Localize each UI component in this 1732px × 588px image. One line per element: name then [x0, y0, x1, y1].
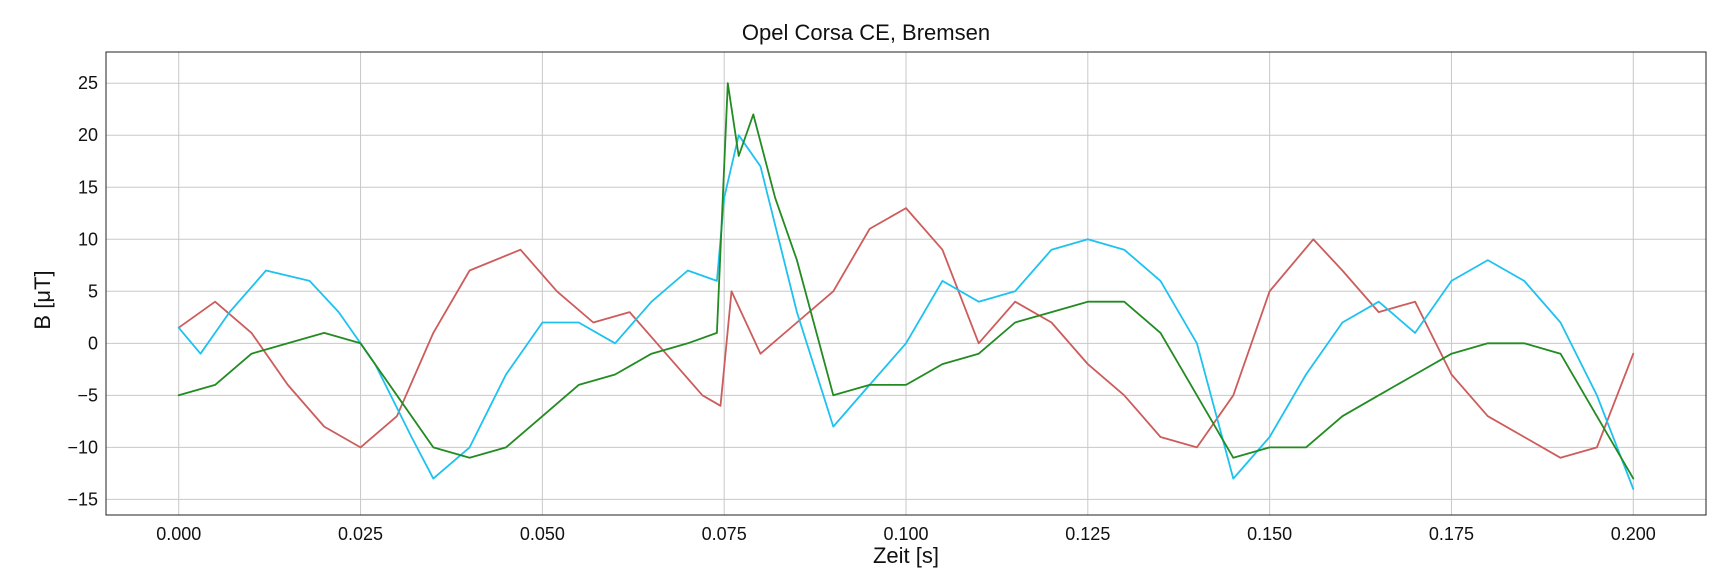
y-tick-labels: −15 −10 −5 0 5 10 15 20 25 — [67, 73, 98, 509]
x-tick-label: 0.175 — [1429, 524, 1474, 544]
x-tick-label: 0.050 — [520, 524, 565, 544]
y-tick-label: 0 — [88, 333, 98, 353]
chart-title: Opel Corsa CE, Bremsen — [742, 20, 990, 45]
y-tick-label: 5 — [88, 281, 98, 301]
x-axis-label: Zeit [s] — [873, 543, 939, 568]
series-line-1 — [177, 207, 1635, 459]
plot-frame — [105, 51, 1707, 516]
grid — [106, 52, 1706, 515]
x-tick-label: 0.100 — [883, 524, 928, 544]
y-tick-label: 15 — [78, 177, 98, 197]
y-tick-label: −5 — [77, 385, 98, 405]
x-tick-label: 0.025 — [338, 524, 383, 544]
x-tick-label: 0.125 — [1065, 524, 1110, 544]
x-tick-labels: 0.000 0.025 0.050 0.075 0.100 0.125 0.150 0.175… — [156, 524, 1656, 544]
y-axis-label: B [μT] — [30, 270, 55, 329]
y-tick-label: 10 — [78, 229, 98, 249]
x-tick-label: 0.200 — [1611, 524, 1656, 544]
series-layer — [177, 82, 1635, 490]
y-tick-label: 25 — [78, 73, 98, 93]
series-line-2 — [177, 134, 1635, 490]
y-tick-label: −15 — [67, 489, 98, 509]
x-tick-label: 0.150 — [1247, 524, 1292, 544]
x-tick-label: 0.075 — [702, 524, 747, 544]
x-tick-label: 0.000 — [156, 524, 201, 544]
y-tick-label: 20 — [78, 125, 98, 145]
y-tick-label: −10 — [67, 437, 98, 457]
series-line-3 — [177, 82, 1635, 480]
